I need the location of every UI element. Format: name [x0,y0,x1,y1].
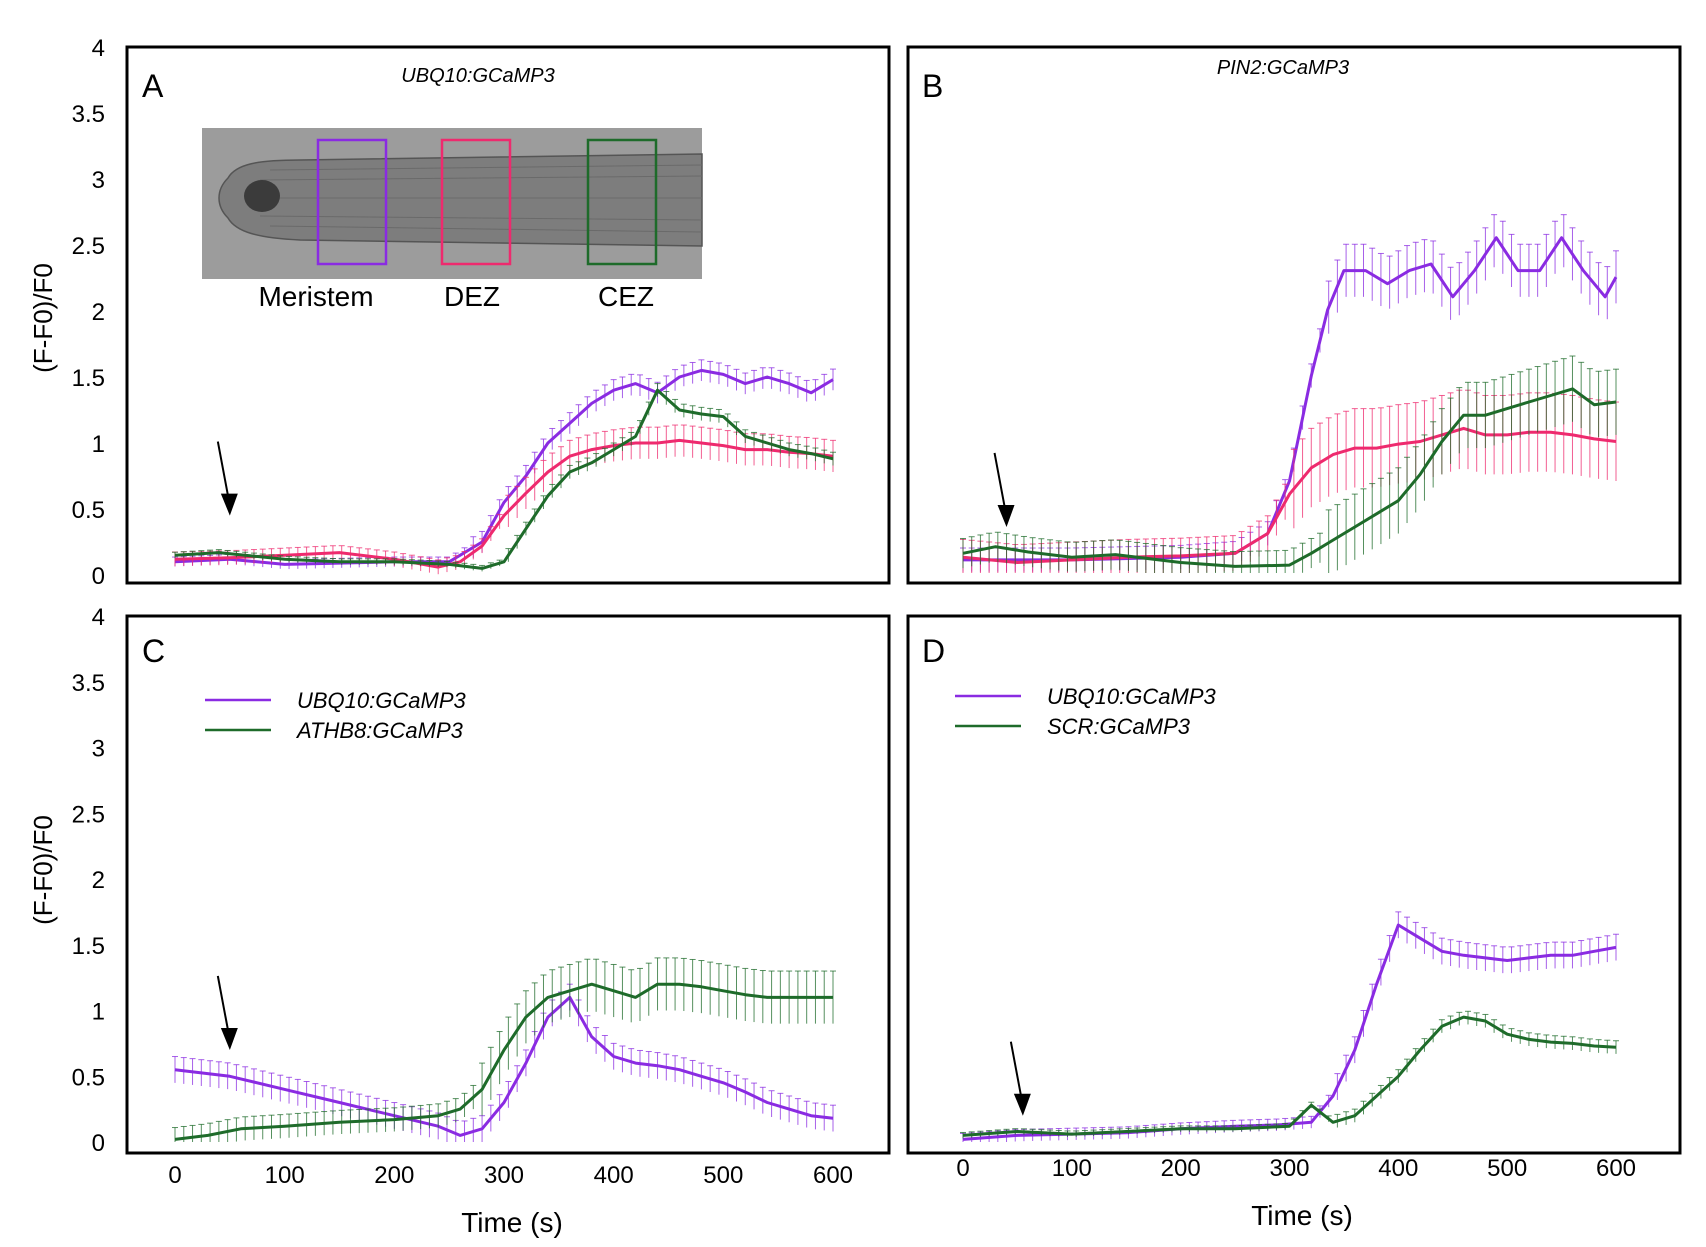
x-tick-label: 0 [168,1162,181,1189]
panel-a-series-2-error-bars [172,383,836,572]
panel-a: A UBQ10:GCaMP3 Meristem DEZ CEZ 0 0.5 1 1.5… [72,35,891,590]
panel-b-letter: B [922,68,943,104]
y-tick-label: 2 [92,867,105,894]
y-tick-label: 2.5 [72,233,105,260]
dez-box [440,138,512,266]
x-tick-label: 300 [1269,1155,1309,1182]
cez-box [586,138,658,266]
panel-d-series-1-error-bars [960,1010,1619,1139]
panel-c-legend: UBQ10:GCaMP3 ATHB8:GCaMP3 [205,688,466,743]
panel-d-xticks: 0 100 200 300 400 500 600 [956,1155,1636,1182]
y-tick-label: 4 [92,604,105,631]
legend-label: SCR:GCaMP3 [1047,714,1191,739]
x-tick-label: 400 [1378,1155,1418,1182]
panel-a-title: UBQ10:GCaMP3 [401,65,554,87]
panel-c-line-athb8-gcamp3 [174,982,833,1141]
panel-c-letter: C [142,633,165,669]
panel-c: C 00.511.522.533.54 0 100 200 300 400 500 600 … [72,604,891,1189]
panel-b-line-pin2-green [962,387,1617,568]
y-tick-label: 2 [92,299,105,326]
y-tick-label: 3.5 [72,101,105,128]
y-tick-label: 1 [92,999,105,1026]
panel-a-yticks: 0 0.5 1 1.5 2 2.5 3 3.5 4 [72,35,105,590]
x-tick-label: 300 [484,1162,524,1189]
inset-label-meristem: Meristem [258,281,373,312]
panel-b-arrow [993,452,1015,527]
x-tick-label: 600 [813,1162,853,1189]
y-tick-label: 3 [92,167,105,194]
panel-b-title: PIN2:GCaMP3 [1217,57,1349,79]
panel-d-line-ubq10-gcamp3 [962,923,1617,1141]
stimulus-arrow-head [220,1027,238,1050]
panel-c-frame [125,614,891,1155]
meristem-box [316,138,388,266]
panel-d-frame [906,614,1682,1155]
panel-a-line-dez [174,438,834,569]
panel-a-series-0-error-bars [172,359,836,570]
x-axis-title-left: Time (s) [461,1207,563,1238]
panel-a-data [172,359,836,575]
x-tick-label: 100 [265,1162,305,1189]
panel-b-line-pin2-pink [962,426,1617,564]
x-tick-label: 400 [594,1162,634,1189]
panel-b-frame [906,45,1682,585]
panel-c-data [172,957,836,1142]
stimulus-arrow-head [220,493,238,516]
x-tick-label: 0 [956,1155,969,1182]
x-tick-label: 200 [374,1162,414,1189]
inset-label-cez: CEZ [598,281,654,312]
panel-a-line-cez [174,388,834,570]
y-tick-label: 2.5 [72,801,105,828]
panel-d-letter: D [922,633,945,669]
panel-a-frame [125,45,891,585]
panel-b-line-pin2-purple [963,236,1618,562]
y-axis-title-top: (F-F0)/F0 [28,263,58,373]
x-axis-title-right: Time (s) [1251,1200,1353,1231]
inset-label-dez: DEZ [444,281,500,312]
panel-d-series-0-error-bars [960,911,1619,1142]
y-tick-label: 0.5 [72,1064,105,1091]
panel-a-arrow [216,441,238,516]
y-tick-label: 3.5 [72,670,105,697]
panel-c-xticks: 0 100 200 300 400 500 600 [168,1162,853,1189]
x-tick-label: 500 [1487,1155,1527,1182]
y-tick-label: 4 [92,35,105,62]
legend-label: ATHB8:GCaMP3 [295,718,464,743]
y-tick-label: 0.5 [72,497,105,524]
y-tick-label: 3 [92,736,105,763]
x-tick-label: 200 [1161,1155,1201,1182]
y-tick-label: 1.5 [72,365,105,392]
y-tick-label: 0 [92,1130,105,1157]
legend-label: UBQ10:GCaMP3 [297,688,466,713]
root-cap [244,180,280,212]
y-tick-label: 0 [92,563,105,590]
legend-label: UBQ10:GCaMP3 [1047,684,1216,709]
panel-d-legend: UBQ10:GCaMP3 SCR:GCaMP3 [955,684,1216,739]
root-tissue-texture [259,164,703,233]
stimulus-arrow-head [1013,1093,1031,1116]
panel-d-data [960,911,1619,1142]
panel-d-line-scr-gcamp3 [962,1015,1617,1137]
stimulus-arrow-head [997,504,1015,527]
panel-c-arrow [216,975,238,1050]
y-axis-title-bottom: (F-F0)/F0 [28,815,58,925]
x-tick-label: 600 [1596,1155,1636,1182]
root-micrograph-inset: Meristem DEZ CEZ [202,128,703,312]
panel-d: D 0 100 200 300 400 500 600 UBQ10:GCaMP3 SCR:GC… [906,614,1682,1182]
panel-a-line-meristem [174,368,834,566]
panel-d-arrow [1009,1041,1031,1116]
panel-a-letter: A [142,68,164,104]
x-tick-label: 100 [1052,1155,1092,1182]
x-tick-label: 500 [703,1162,743,1189]
panel-b-data [960,214,1619,573]
panel-c-yticks: 0 0.5 1 1.5 2 2.5 3 3.5 4 [72,604,105,1157]
y-tick-label: 1 [92,431,105,458]
panel-b: B PIN2:GCaMP3 [906,45,1682,585]
y-tick-label: 1.5 [72,933,105,960]
